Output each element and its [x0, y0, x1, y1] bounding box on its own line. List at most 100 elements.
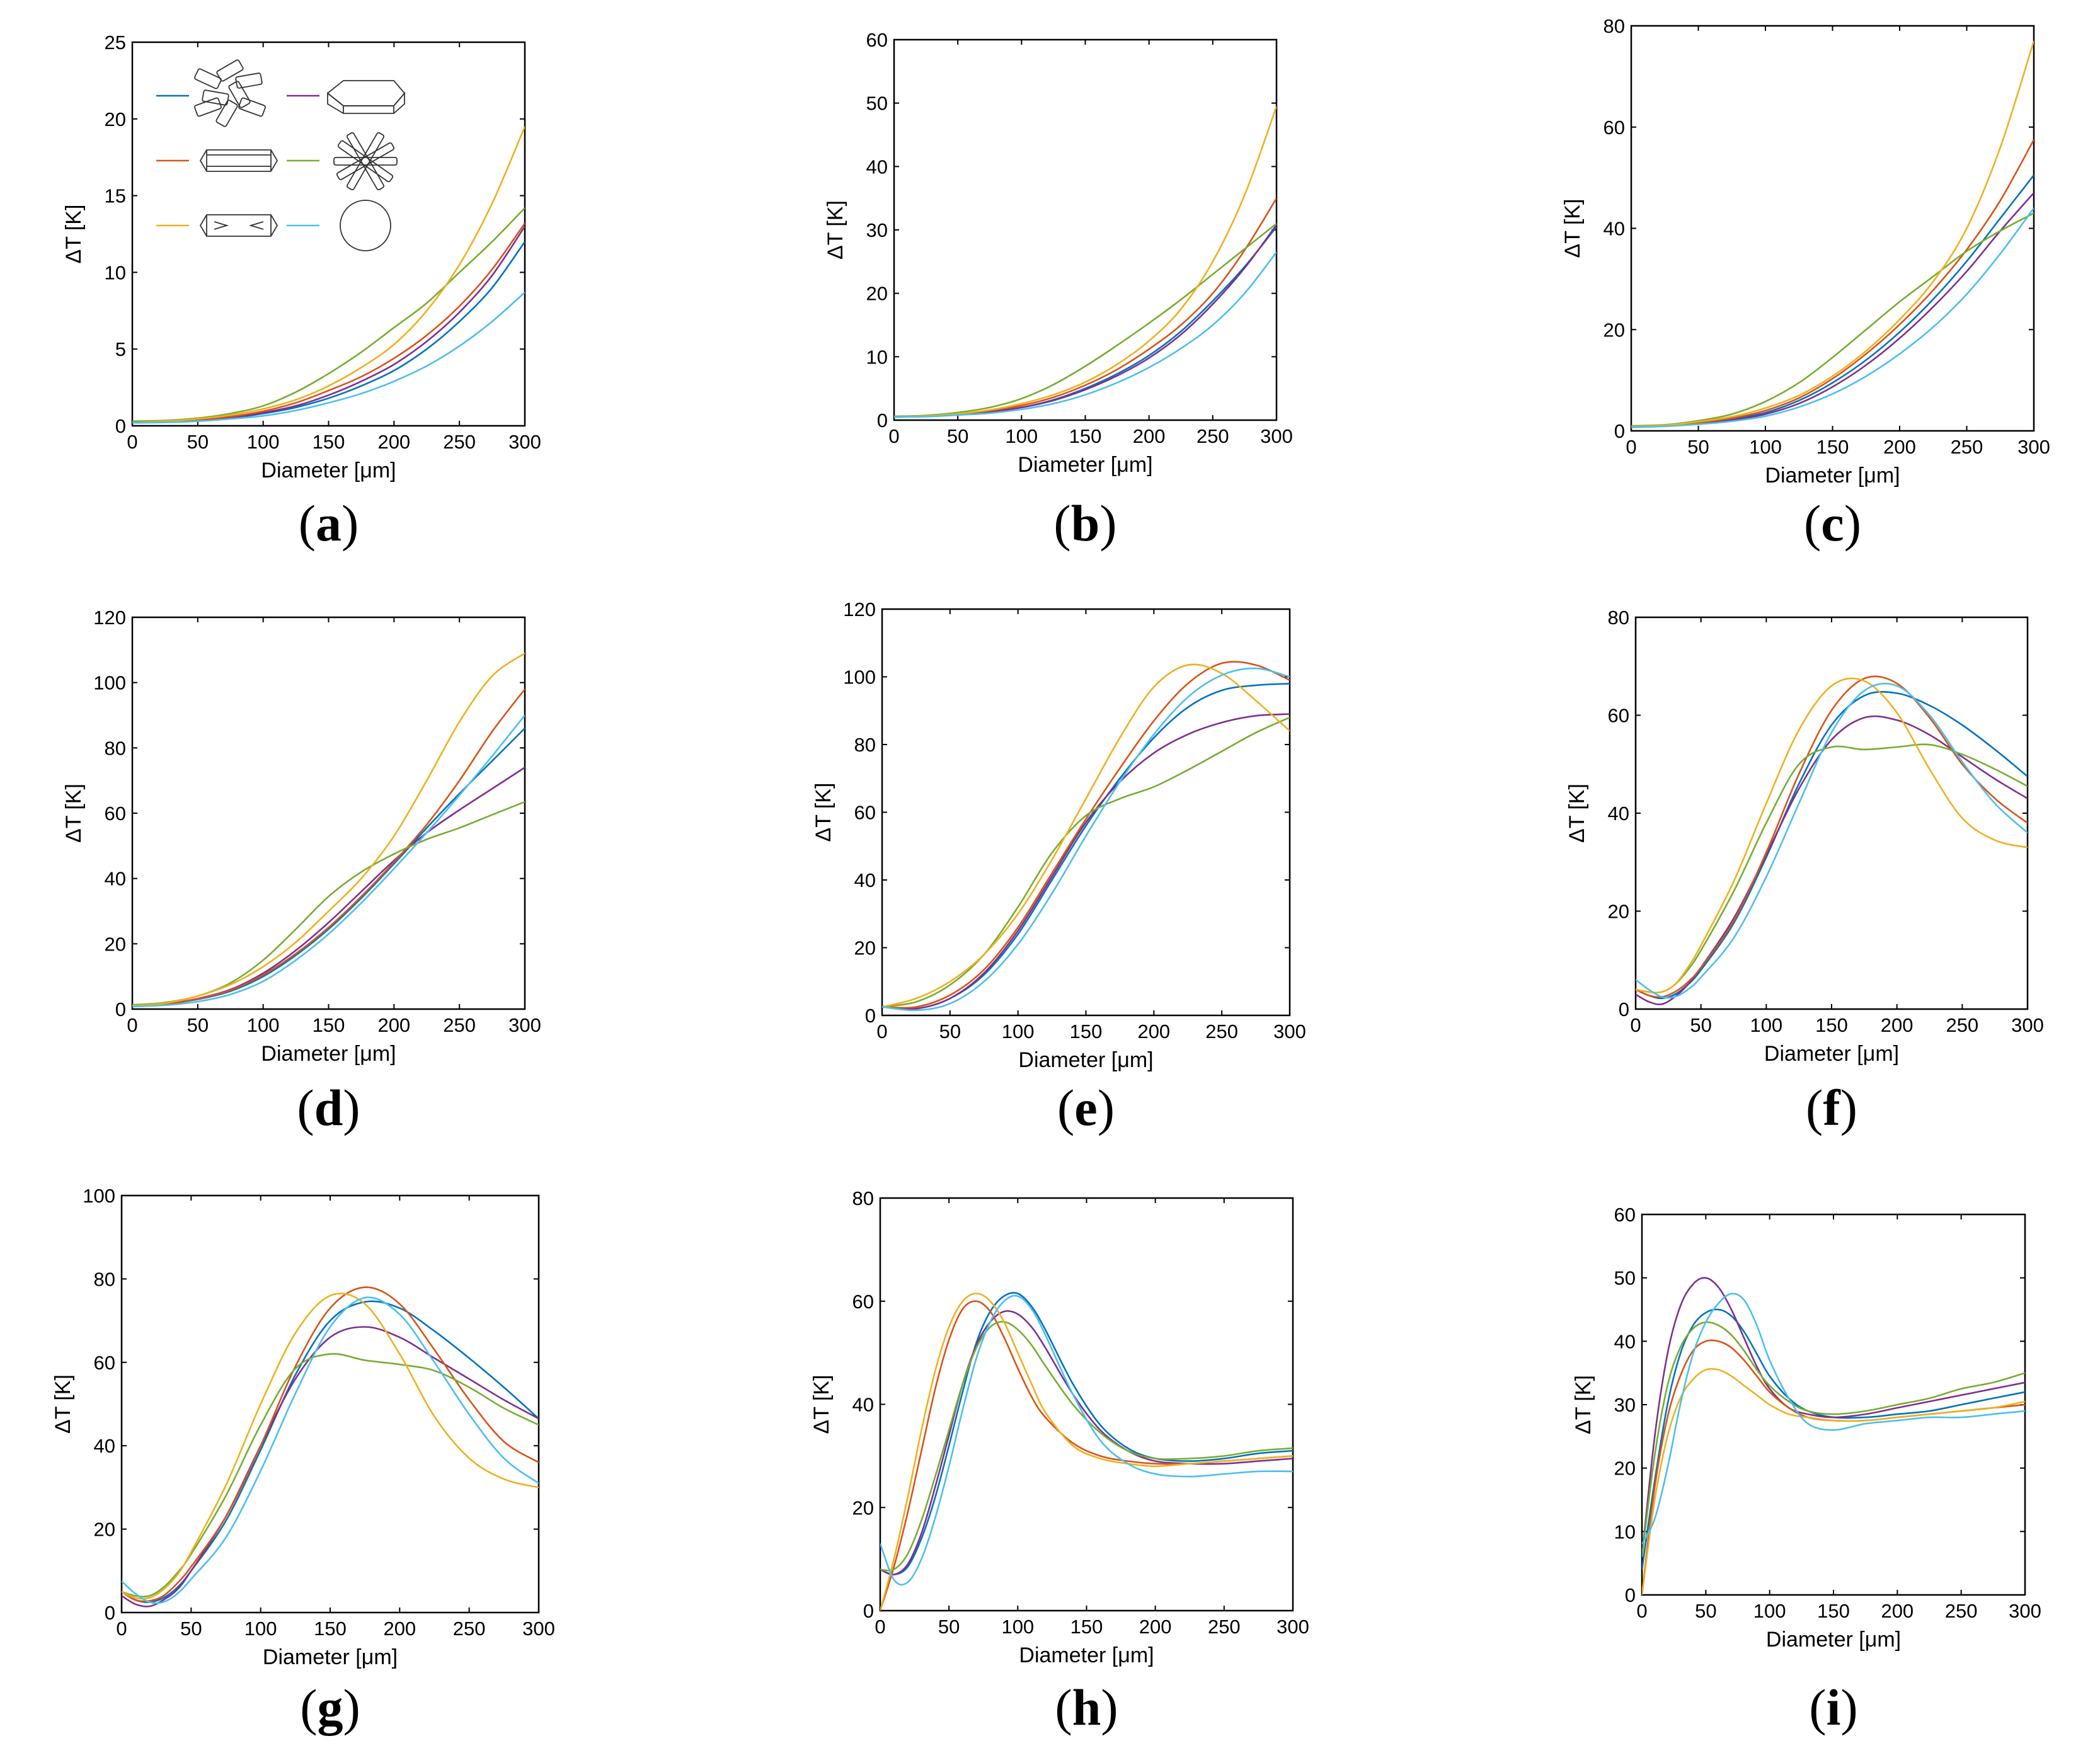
aggregate-column-shape — [215, 100, 238, 127]
plot-frame — [879, 1197, 1294, 1612]
series-line-crystal-aggregate — [1642, 1308, 2025, 1570]
series-line-hollow-column — [1631, 40, 2034, 428]
y-tick-label: 20 — [1604, 319, 1625, 341]
series-line-crystal-aggregate — [894, 226, 1277, 418]
y-tick-label: 0 — [865, 1005, 876, 1027]
series-group — [132, 126, 525, 424]
x-tick-label: 300 — [1277, 1616, 1309, 1638]
y-tick-label: 60 — [1614, 1204, 1636, 1226]
y-axis-label: ΔT [K] — [1571, 1375, 1595, 1434]
x-tick-label: 300 — [2017, 436, 2050, 458]
y-tick-label: 60 — [105, 802, 126, 825]
x-tick-label: 150 — [314, 1618, 347, 1640]
plot-frame — [131, 616, 526, 1010]
y-tick-label: 60 — [852, 1291, 874, 1313]
x-tick-label: 200 — [377, 1014, 410, 1036]
legend — [156, 59, 406, 251]
hollow-cavity-right — [248, 221, 264, 230]
x-tick-label: 50 — [180, 1618, 202, 1640]
aggregate-column-shape — [228, 81, 251, 108]
y-axis-label: ΔT [K] — [62, 205, 86, 264]
y-tick-label: 80 — [1604, 15, 1625, 37]
y-tick-label: 120 — [93, 607, 126, 629]
y-tick-label: 40 — [866, 156, 888, 178]
series-group — [1642, 1277, 2025, 1595]
y-tick-label: 100 — [93, 672, 126, 694]
x-tick-label: 150 — [313, 1014, 345, 1036]
y-axis-label: ΔT [K] — [1561, 199, 1585, 258]
panel-letter: e — [1074, 1079, 1097, 1136]
series-line-solid-column — [880, 1300, 1293, 1611]
x-tick-label: 300 — [1260, 425, 1293, 447]
chart-panel-h: 0 50 100 150 200 250 300 0 20 40 60 80 Diameter [μm]… — [810, 1187, 1309, 1736]
rosette-arm — [347, 132, 384, 191]
x-tick-label: 200 — [1883, 436, 1916, 458]
plot-frame — [1641, 1213, 2026, 1596]
x-tick-label: 200 — [1139, 1616, 1172, 1638]
x-tick-label: 250 — [443, 1014, 476, 1036]
y-tick-label: 20 — [1608, 901, 1629, 923]
x-tick-label: 250 — [1946, 1014, 1978, 1036]
y-tick-label: 40 — [852, 1394, 874, 1416]
plot-frame — [893, 38, 1278, 421]
y-axis-label: ΔT [K] — [51, 1374, 75, 1434]
series-line-bullet-rosette — [882, 716, 1290, 1008]
x-axis-label: Diameter [μm] — [1019, 1643, 1154, 1667]
series-line-bullet-rosette — [1642, 1321, 2025, 1557]
x-tick-label: 0 — [1630, 1014, 1641, 1036]
series-line-crystal-aggregate — [880, 1291, 1293, 1576]
y-axis-label: ΔT [K] — [1565, 784, 1589, 843]
series-line-solid-column — [882, 661, 1290, 1009]
x-tick-label: 50 — [187, 431, 209, 453]
chart-panel-f: 0 50 100 150 200 250 300 0 20 40 60 80 Diameter [μm]… — [1565, 607, 2044, 1136]
x-tick-label: 0 — [1626, 436, 1636, 458]
panel-label: (d) — [297, 1079, 360, 1136]
chart-panel-i: 0 50 100 150 200 250 300 0 10 20 30 40 50 60 Diameter … — [1571, 1204, 2041, 1736]
panel-label: (f) — [1806, 1079, 1857, 1136]
x-tick-label: 100 — [1750, 1014, 1782, 1036]
y-tick-label: 50 — [866, 93, 888, 115]
y-tick-label: 5 — [115, 338, 126, 360]
y-tick-label: 80 — [854, 734, 876, 756]
x-tick-label: 150 — [1069, 425, 1102, 447]
y-tick-label: 10 — [1614, 1521, 1636, 1543]
panel-label: (c) — [1804, 494, 1861, 552]
y-tick-label: 30 — [1614, 1394, 1636, 1416]
x-tick-label: 0 — [875, 1616, 885, 1638]
aggregate-column-shape — [238, 97, 266, 117]
y-tick-label: 20 — [866, 283, 888, 305]
x-tick-label: 300 — [508, 1014, 541, 1036]
chart-panel-b: 0 50 100 150 200 250 300 0 10 20 30 40 50 60 Diameter … — [823, 29, 1293, 552]
series-line-hexagonal-plate — [132, 767, 525, 1007]
y-tick-label: 10 — [105, 261, 126, 283]
x-tick-label: 150 — [1816, 436, 1849, 458]
x-tick-label: 250 — [453, 1618, 486, 1640]
y-axis-label: ΔT [K] — [812, 783, 835, 842]
x-tick-label: 300 — [508, 431, 541, 453]
series-line-sphere — [1631, 207, 2034, 428]
y-tick-label: 20 — [852, 1497, 874, 1519]
x-tick-label: 0 — [127, 1014, 137, 1036]
panel-letter: c — [1821, 494, 1844, 552]
x-tick-label: 200 — [1133, 425, 1166, 447]
series-line-sphere — [122, 1296, 539, 1604]
x-tick-label: 250 — [1208, 1616, 1241, 1638]
y-tick-label: 0 — [877, 409, 888, 431]
series-line-solid-column — [1636, 675, 2028, 998]
y-tick-label: 60 — [866, 29, 888, 51]
series-line-hollow-column — [1642, 1368, 2025, 1595]
y-tick-label: 80 — [94, 1268, 115, 1290]
panel-letter: f — [1823, 1079, 1841, 1136]
series-line-hexagonal-plate — [882, 713, 1290, 1010]
plot-frame — [881, 608, 1291, 1017]
y-tick-label: 60 — [1608, 705, 1629, 727]
series-line-solid-column — [1631, 139, 2034, 428]
y-tick-label: 0 — [105, 1602, 115, 1624]
x-tick-label: 250 — [1945, 1600, 1978, 1622]
series-line-solid-column — [894, 198, 1277, 418]
series-line-hollow-column — [880, 1293, 1293, 1611]
panel-letter: a — [316, 494, 341, 552]
x-axis-label: Diameter [μm] — [261, 1042, 396, 1066]
x-tick-label: 0 — [1636, 1600, 1647, 1622]
series-group — [122, 1286, 539, 1607]
